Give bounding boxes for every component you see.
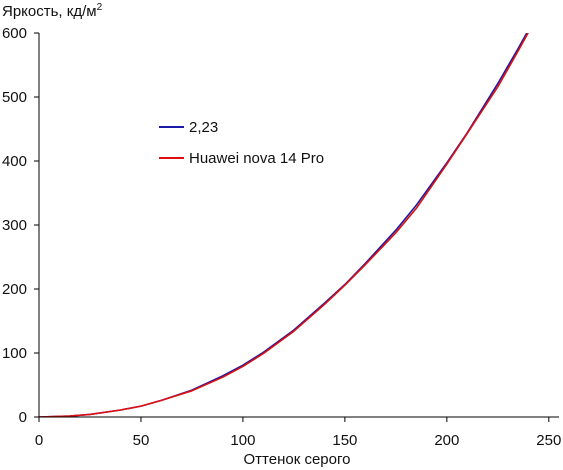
y-tick-label: 600 — [2, 25, 27, 42]
y-tick-label: 0 — [19, 409, 27, 426]
legend-label-0: 2,23 — [189, 119, 218, 136]
x-tick-label: 250 — [536, 432, 561, 449]
series-line-0 — [39, 33, 528, 417]
series-layer — [39, 33, 529, 417]
x-tick-label: 50 — [133, 432, 150, 449]
x-axis-title: Оттенок серого — [244, 451, 351, 468]
axes-layer: 0 100 200 300 400 500 600 0 50 100 150 200 250 — [2, 25, 561, 449]
y-tick-label: 400 — [2, 153, 27, 170]
y-tick-label: 100 — [2, 345, 27, 362]
y-tick-label: 200 — [2, 281, 27, 298]
legend-label-1: Huawei nova 14 Pro — [189, 150, 324, 167]
series-line-1 — [39, 33, 529, 417]
y-axis-title: Яркость, кд/м2 — [2, 2, 103, 20]
axis-labels: Яркость, кд/м2 Оттенок серого — [2, 2, 350, 468]
y-tick-label: 300 — [2, 217, 27, 234]
x-tick-label: 150 — [332, 432, 357, 449]
y-tick-label: 500 — [2, 89, 27, 106]
x-tick-label: 100 — [230, 432, 255, 449]
legend: 2,23 Huawei nova 14 Pro — [159, 119, 324, 167]
x-tick-label: 200 — [434, 432, 459, 449]
x-tick-label: 0 — [35, 432, 43, 449]
